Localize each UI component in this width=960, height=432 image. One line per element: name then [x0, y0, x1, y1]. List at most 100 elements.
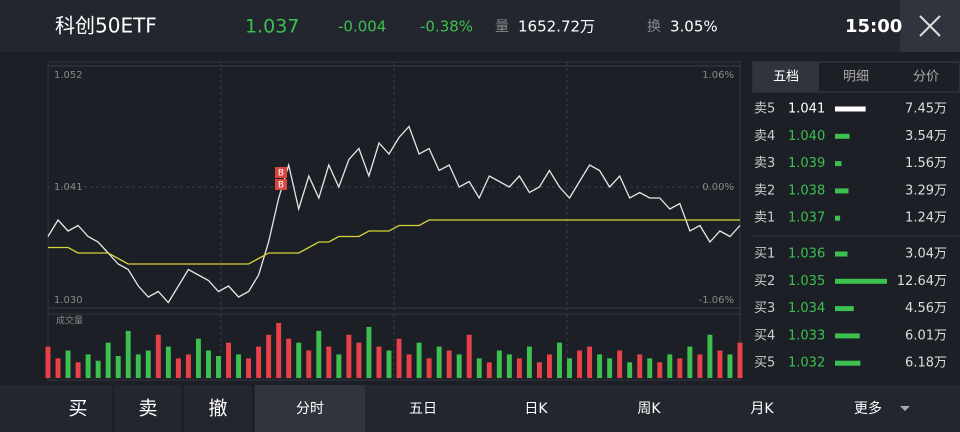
book-volume: 7.45万: [905, 102, 947, 117]
volume-bar: [165, 346, 171, 378]
book-bar: [835, 133, 850, 139]
book-bar: [835, 161, 842, 167]
volume-bar: [567, 358, 572, 378]
volume-bar: [316, 330, 322, 378]
action-button[interactable]: 卖: [138, 398, 157, 420]
volume-bar: [75, 362, 81, 378]
marker-bg: [275, 167, 287, 178]
volume-bar: [406, 354, 412, 378]
y-tick-label: 1.030: [54, 295, 83, 306]
volume-bar: [737, 342, 743, 378]
series-line: [48, 219, 740, 265]
book-price: 1.039: [788, 156, 825, 171]
volume-label: 量: [495, 19, 509, 35]
period-tab[interactable]: 周K: [637, 401, 661, 417]
volume-bar: [336, 354, 342, 378]
action-button[interactable]: 买: [68, 398, 87, 420]
book-price: 1.041: [788, 102, 825, 117]
volume-bar: [727, 354, 733, 378]
book-bar: [835, 306, 854, 312]
top-bar: [0, 0, 960, 52]
book-price: 1.033: [788, 328, 825, 343]
volume-bar: [55, 358, 61, 378]
bottom-bar: [0, 385, 960, 432]
book-label: 卖4: [754, 129, 775, 144]
volume-bar: [607, 358, 613, 378]
book-volume: 1.24万: [905, 211, 947, 226]
period-tab[interactable]: 月K: [750, 401, 774, 417]
volume-bar: [677, 358, 683, 378]
dropdown-icon: [900, 406, 910, 411]
period-tab[interactable]: 五日: [409, 401, 437, 417]
y-tick-label: 1.041: [54, 182, 83, 193]
volume-bar: [476, 358, 482, 378]
turnover: 3.05%: [670, 18, 718, 36]
volume-bar: [65, 350, 71, 378]
action-button[interactable]: 撤: [208, 398, 227, 420]
volume-bar: [346, 334, 352, 378]
book-bar: [835, 360, 861, 366]
volume-bar: [436, 346, 442, 378]
volume-bar: [657, 362, 663, 378]
book-bar: [835, 333, 860, 339]
volume-bar: [326, 346, 332, 378]
book-bar: [835, 251, 848, 257]
volume-bar: [376, 346, 382, 378]
volume-bar: [216, 356, 221, 378]
volume-bar: [687, 346, 693, 378]
volume-bar: [446, 350, 452, 378]
book-price: 1.035: [788, 274, 825, 289]
volume-bar: [356, 342, 362, 378]
y-tick-label: 1.052: [54, 70, 83, 81]
book-tab[interactable]: 分价: [913, 70, 939, 85]
volume-bar: [637, 354, 643, 378]
marker: B: [278, 181, 284, 191]
period-tab[interactable]: 日K: [524, 401, 548, 417]
volume: 1652.72万: [518, 18, 595, 36]
volume-bar: [105, 342, 111, 378]
volume-bar: [466, 334, 472, 378]
volume-bar: [95, 360, 101, 378]
volume-bar: [456, 354, 462, 378]
book-label: 卖2: [754, 183, 775, 198]
book-volume: 1.56万: [905, 156, 947, 171]
book-volume: 3.29万: [905, 183, 947, 198]
book-volume: 4.56万: [905, 301, 947, 316]
book-volume: 6.01万: [905, 328, 947, 343]
volume-bar: [306, 350, 312, 378]
book-tab[interactable]: 明细: [843, 70, 869, 85]
volume-bar: [486, 362, 492, 378]
volume-bar: [496, 350, 502, 378]
volume-bar: [627, 362, 633, 378]
volume-bar: [667, 354, 673, 378]
volume-bar: [366, 326, 372, 378]
period-tab[interactable]: 更多: [854, 400, 882, 417]
book-bar: [835, 188, 849, 194]
volume-bar: [286, 338, 292, 378]
turnover-label: 换: [647, 18, 661, 35]
volume-bar: [587, 346, 593, 378]
volume-bar: [536, 362, 542, 378]
period-tab[interactable]: 分时: [296, 401, 324, 417]
volume-bar: [226, 342, 231, 378]
y2-tick-label: 0.00%: [702, 182, 734, 193]
volume-bar: [125, 330, 131, 378]
volume-bar: [597, 354, 603, 378]
book-label: 买3: [754, 301, 775, 316]
volume-bar: [697, 354, 703, 378]
volume-bar: [256, 346, 262, 378]
volume-bar: [145, 350, 151, 378]
book-tab[interactable]: 五档: [773, 70, 799, 85]
marker-bg: [275, 179, 287, 190]
title: 科创50ETF: [55, 14, 157, 38]
volume-bar: [416, 342, 422, 378]
volume-bar: [296, 342, 302, 378]
volume-bar: [236, 354, 242, 378]
volume-bar: [85, 354, 91, 378]
book-label: 卖5: [754, 102, 775, 117]
volume-bar: [45, 346, 51, 378]
volume-bar: [246, 358, 252, 378]
volume-bar: [557, 342, 562, 378]
book-price: 1.037: [788, 211, 825, 226]
selected-tab-bg: [255, 385, 365, 432]
